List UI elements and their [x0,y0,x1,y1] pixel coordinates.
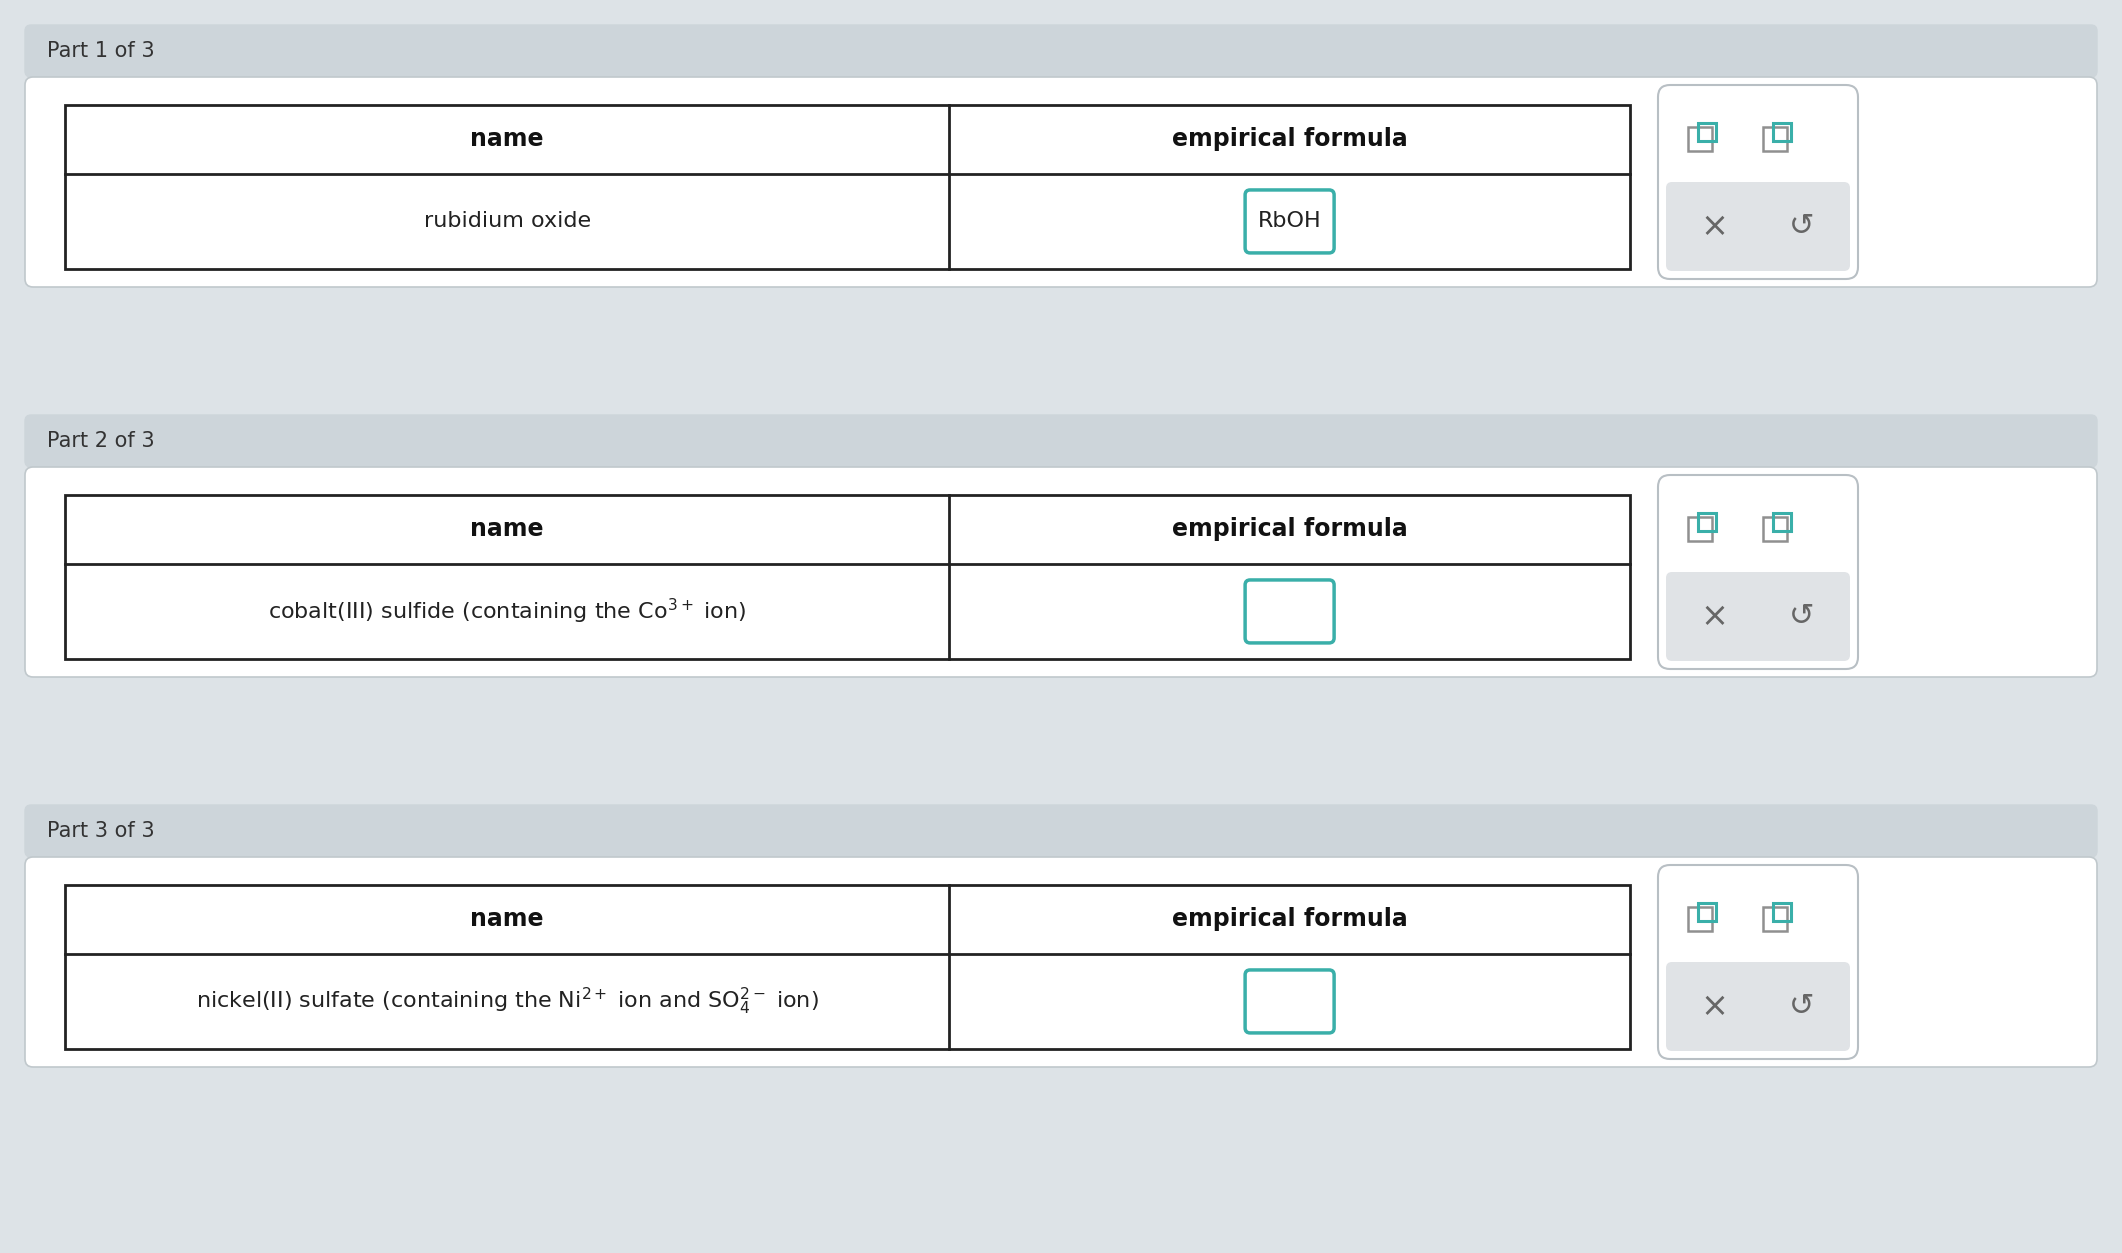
Text: empirical formula: empirical formula [1171,907,1407,931]
Text: name: name [471,517,543,541]
FancyBboxPatch shape [1246,190,1335,253]
Bar [1774,123,1791,140]
Text: cobalt(III) sulfide (containing the Co$^{3+}$ ion): cobalt(III) sulfide (containing the Co$^… [267,596,747,626]
FancyBboxPatch shape [1666,182,1850,271]
FancyBboxPatch shape [1666,573,1850,662]
Text: RbOH: RbOH [1258,212,1322,232]
FancyBboxPatch shape [25,76,2097,287]
FancyBboxPatch shape [1657,85,1859,279]
Text: empirical formula: empirical formula [1171,517,1407,541]
FancyBboxPatch shape [25,857,2097,1068]
Text: ↺: ↺ [1789,601,1814,632]
Bar [1774,902,1791,921]
Bar [66,495,1630,659]
FancyBboxPatch shape [1246,970,1335,1032]
Text: name: name [471,907,543,931]
Bar [1763,906,1787,931]
Bar [1774,512,1791,530]
FancyBboxPatch shape [25,415,2097,467]
Text: empirical formula: empirical formula [1171,128,1407,152]
FancyBboxPatch shape [1657,865,1859,1059]
Text: ↺: ↺ [1789,992,1814,1021]
Text: nickel(II) sulfate (containing the Ni$^{2+}$ ion and SO$_4^{2-}$ ion): nickel(II) sulfate (containing the Ni$^{… [195,986,819,1017]
Bar [66,105,1630,269]
Text: ↺: ↺ [1789,212,1814,241]
Bar [1687,516,1712,540]
Text: Part 2 of 3: Part 2 of 3 [47,431,155,451]
Bar [66,885,1630,1049]
Bar [1763,516,1787,540]
Text: ×: × [1700,211,1727,243]
Bar [1687,906,1712,931]
FancyBboxPatch shape [1657,475,1859,669]
Text: rubidium oxide: rubidium oxide [424,212,590,232]
Text: Part 3 of 3: Part 3 of 3 [47,821,155,841]
Bar [1687,127,1712,150]
Bar [1763,127,1787,150]
Bar [1698,123,1717,140]
FancyBboxPatch shape [25,804,2097,857]
Text: name: name [471,128,543,152]
FancyBboxPatch shape [25,25,2097,76]
FancyBboxPatch shape [1666,962,1850,1051]
FancyBboxPatch shape [25,467,2097,677]
Text: Part 1 of 3: Part 1 of 3 [47,41,155,61]
FancyBboxPatch shape [1246,580,1335,643]
Bar [1698,512,1717,530]
Bar [1698,902,1717,921]
Text: ×: × [1700,990,1727,1022]
Text: ×: × [1700,600,1727,633]
